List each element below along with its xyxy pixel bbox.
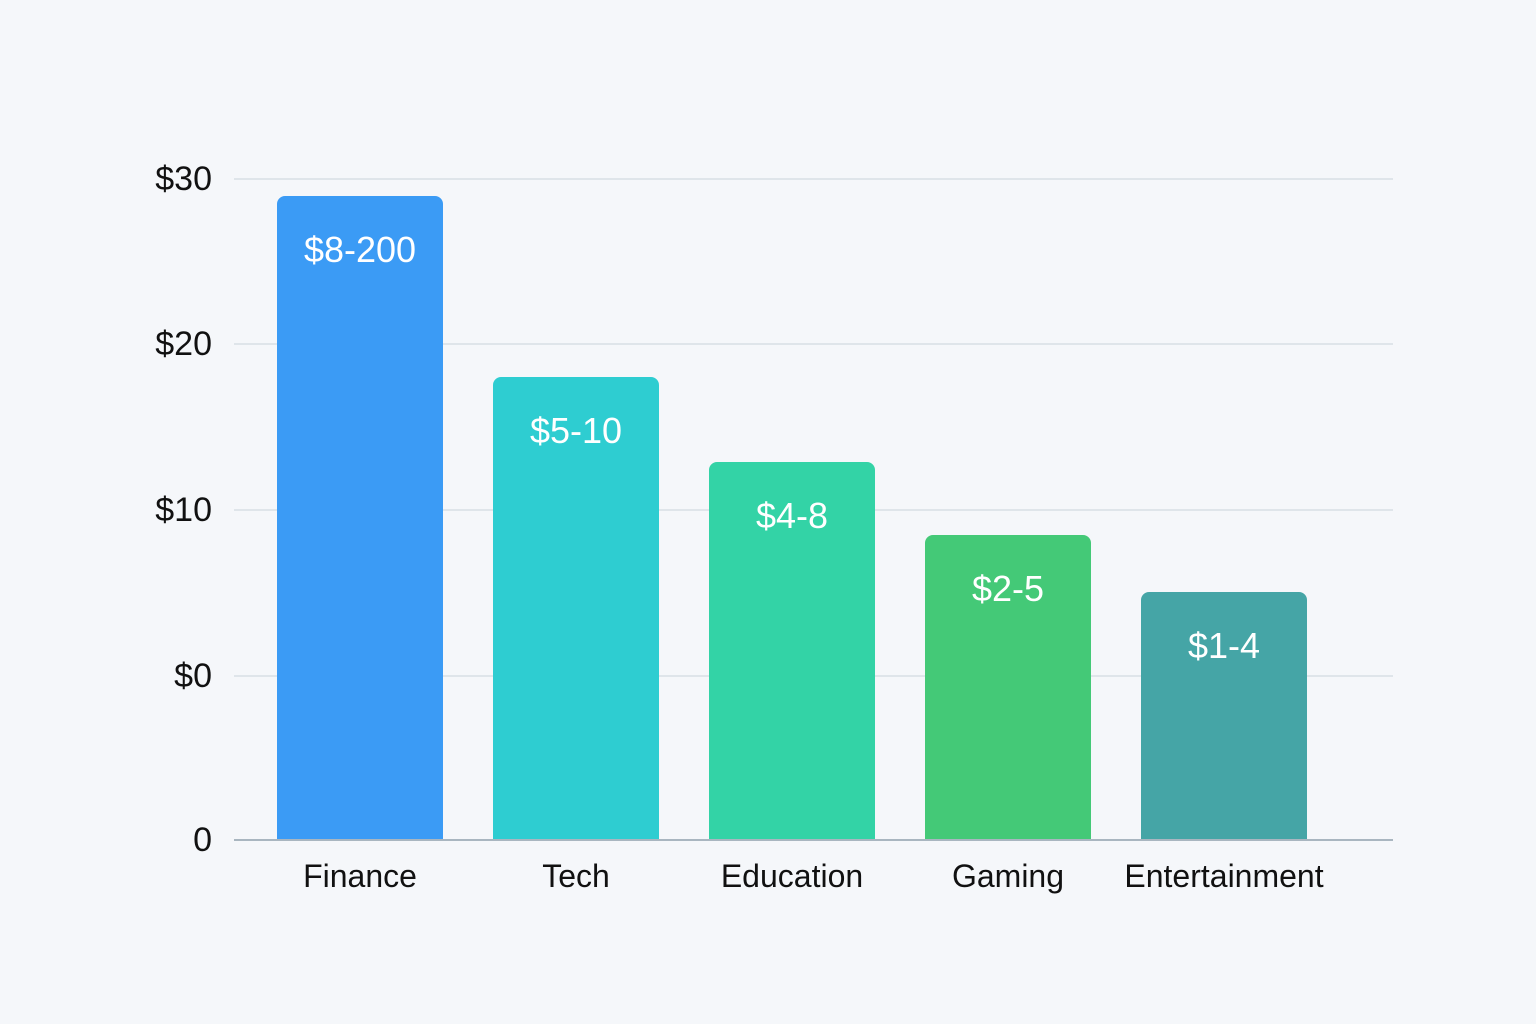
x-axis-tick-label: Finance: [303, 858, 417, 894]
bar-education: $4-8: [709, 462, 875, 840]
bar-tech: $5-10: [493, 377, 659, 840]
y-axis-tick-label: $10: [155, 491, 212, 529]
gridline: [234, 178, 1393, 180]
x-axis-tick-label: Entertainment: [1124, 858, 1324, 894]
gridline: [234, 343, 1393, 345]
y-axis-tick-label: 0: [193, 821, 212, 859]
x-axis-tick-label: Education: [720, 858, 864, 894]
x-axis-tick-label: Gaming: [951, 858, 1065, 894]
bar-entertainment: $1-4: [1141, 592, 1307, 840]
x-axis-tick-label: Tech: [542, 858, 610, 894]
y-axis-tick-label: $20: [155, 325, 212, 363]
x-axis-line: [234, 839, 1393, 841]
y-axis-tick-label: $30: [155, 160, 212, 198]
bar-value-label: $5-10: [529, 410, 623, 451]
bar-value-label: $8-200: [303, 229, 417, 270]
bar-value-label: $1-4: [1187, 625, 1261, 666]
bar-value-label: $4-8: [755, 495, 829, 536]
bar-gaming: $2-5: [925, 535, 1091, 840]
y-axis-tick-label: $0: [174, 657, 212, 695]
bar-finance: $8-200: [277, 196, 443, 840]
bar-value-label: $2-5: [971, 568, 1045, 609]
